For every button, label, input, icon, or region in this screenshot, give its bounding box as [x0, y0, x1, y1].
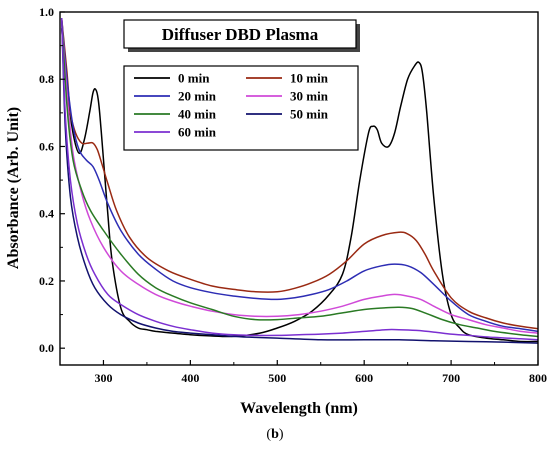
x-tick-label: 300: [94, 371, 112, 385]
y-axis-title: Absorbance (Arb. Unit): [5, 107, 22, 269]
x-axis-ticks: 300 400 500 600 700 800: [94, 360, 547, 385]
series-line-20-min: [60, 17, 538, 333]
legend-item-60-min: 60 min: [134, 125, 217, 140]
y-tick-label: 0.2: [39, 274, 54, 288]
title-box: Diffuser DBD Plasma: [123, 19, 360, 52]
legend-label: 50 min: [290, 107, 329, 122]
series-line-40-min: [60, 17, 538, 338]
chart-title: Diffuser DBD Plasma: [162, 25, 319, 44]
legend-label: 40 min: [178, 107, 217, 122]
y-tick-label: 0.0: [39, 341, 54, 355]
x-tick-label: 400: [181, 371, 199, 385]
series-line-10-min: [60, 17, 538, 330]
y-tick-label: 1.0: [39, 5, 54, 19]
x-tick-label: 800: [529, 371, 547, 385]
legend-item-20-min: 20 min: [134, 89, 217, 104]
x-tick-label: 500: [268, 371, 286, 385]
series-line-0-min: [60, 28, 538, 343]
legend-label: 20 min: [178, 89, 217, 104]
figure-caption: (b): [0, 427, 550, 443]
x-tick-label: 700: [442, 371, 460, 385]
legend-label: 30 min: [290, 89, 329, 104]
series-line-30-min: [60, 17, 538, 334]
x-tick-label: 600: [355, 371, 373, 385]
series-lines: [60, 17, 538, 344]
legend-label: 0 min: [178, 71, 210, 86]
legend-item-50-min: 50 min: [246, 107, 329, 122]
caption-open: (: [266, 427, 272, 442]
caption-letter: b: [271, 427, 279, 442]
series-line-50-min: [60, 17, 538, 344]
x-axis-title: Wavelength (nm): [240, 400, 358, 417]
caption-close: ): [278, 427, 284, 442]
y-tick-label: 0.8: [39, 72, 54, 86]
plot-frame: [59, 11, 539, 366]
y-tick-label: 0.4: [39, 207, 54, 221]
y-tick-label: 0.6: [39, 139, 54, 153]
legend-item-40-min: 40 min: [134, 107, 217, 122]
legend-label: 10 min: [290, 71, 329, 86]
y-axis-ticks: 0.0 0.2 0.4 0.6 0.8 1.0: [39, 5, 65, 355]
legend-item-10-min: 10 min: [246, 71, 329, 86]
legend-label: 60 min: [178, 125, 217, 140]
series-line-60-min: [60, 17, 538, 341]
legend-item-30-min: 30 min: [246, 89, 329, 104]
legend: 0 min 10 min 20 min 30 min 40 min 50 min 60 mi…: [123, 65, 359, 151]
legend-item-0-min: 0 min: [134, 71, 210, 86]
